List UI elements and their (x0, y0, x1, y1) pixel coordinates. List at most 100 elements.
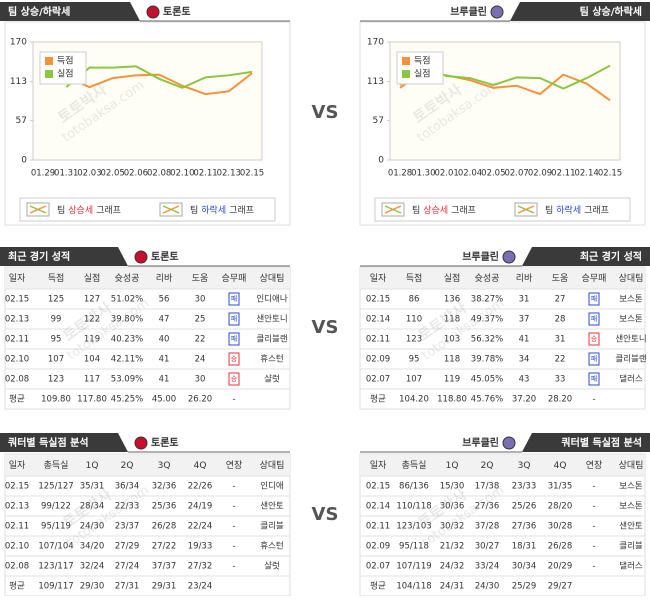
table-cell: 평균 (9, 394, 25, 405)
legend-label: 실점 (414, 68, 431, 80)
table-cell: 휴스턴 (260, 354, 283, 365)
column-header: 도움 (192, 273, 209, 284)
table-cell: 107 (48, 355, 64, 365)
table-cell: 30/27 (475, 542, 500, 552)
table-cell: 22 (555, 355, 566, 365)
table-cell: - (592, 482, 595, 492)
x-tick-label: 01.31 (54, 169, 78, 179)
column-header: 2Q (481, 461, 494, 471)
trend-icon-line (517, 205, 535, 214)
x-tick-label: 02.11 (193, 169, 217, 179)
trend-legend-prefix: 팀 (545, 204, 553, 216)
column-header: 상대팀 (260, 459, 285, 471)
table-cell: 02.07 (366, 375, 390, 385)
table-cell: 26/28 (548, 542, 573, 552)
table-cell: 95/119 (41, 522, 71, 532)
table-cell: 23/37 (115, 522, 140, 532)
table-cell: 22/33 (115, 502, 140, 512)
result-badge (228, 292, 240, 306)
table-cell: 02.11 (5, 522, 29, 532)
legend-swatch (45, 70, 53, 78)
column-header: 승무패 (582, 273, 607, 284)
y-tick-label: 57 (373, 116, 384, 126)
table-cell: 25/36 (152, 502, 177, 512)
team-logo (134, 250, 148, 264)
series-line (65, 65, 253, 89)
table-cell: 02.14 (366, 502, 390, 512)
table-cell: 샌안토니 (615, 334, 646, 345)
trend-legend-key: 상승세 (68, 205, 93, 216)
team-name: 브루클린 (450, 5, 487, 18)
table-cell: - (232, 562, 235, 572)
table-cell: 02.09 (366, 355, 390, 365)
table-cell: - (592, 562, 595, 572)
column-header: 연장 (226, 460, 243, 471)
table-cell: 110 (406, 315, 422, 325)
trend-legend-label: 팀 하락세 그래프 (190, 204, 254, 216)
table-cell: 24 (195, 355, 206, 365)
table-cell: 86 (409, 295, 420, 305)
section-title: 쿼터별 득실점 분석 (8, 436, 89, 449)
column-header: 3Q (518, 461, 531, 471)
table-cell: 37 (519, 315, 530, 325)
table-cell: 109/117 (38, 582, 73, 592)
table-cell: 27/31 (115, 582, 140, 592)
table-cell: 29/30 (80, 582, 105, 592)
y-tick-label: 170 (367, 38, 384, 48)
table-cell: 99/122 (41, 502, 71, 512)
section-tab (0, 247, 128, 266)
table-cell: 30/28 (548, 522, 573, 532)
table-cell: 118 (444, 355, 460, 365)
column-header: 슛성공 (475, 273, 500, 284)
table-cell: 95/118 (399, 542, 429, 552)
table-cell: 27/32 (188, 562, 213, 572)
table-cell: 27/29 (115, 542, 140, 552)
table-cell: 56.32% (471, 335, 503, 345)
table-cell: 인디애나 (256, 294, 287, 305)
section-title: 쿼터별 득실점 분석 (561, 436, 642, 449)
table-cell: 32/36 (152, 482, 177, 492)
table-cell: 평균 (370, 394, 386, 405)
trend-legend-label: 팀 상승세 그래프 (57, 204, 121, 216)
table-cell: 27/36 (512, 522, 537, 532)
column-header: 상대팀 (619, 272, 644, 284)
table-cell: - (592, 502, 595, 512)
table-cell: 119 (84, 335, 100, 345)
table-cell: 02.11 (366, 522, 390, 532)
table-cell: 클리블 (619, 541, 643, 552)
table-cell: 56 (159, 295, 170, 305)
team-name: 토론토 (163, 6, 191, 18)
legend-label: 득점 (414, 55, 431, 67)
table-cell: 104.20 (399, 395, 429, 405)
table-cell: 123 (48, 375, 64, 385)
table-cell: 107/104 (38, 542, 73, 552)
table-cell: 33 (555, 375, 566, 385)
table-cell: 27/24 (115, 562, 140, 572)
table-cell: 39.78% (471, 355, 503, 365)
table-cell: 123/103 (396, 522, 431, 532)
trend-legend-suffix: 그래프 (451, 205, 476, 216)
table-cell: 30 (195, 375, 206, 385)
x-tick-label: 02.08 (147, 169, 171, 179)
trend-legend-key: 하락세 (556, 204, 581, 216)
table-cell: 02.15 (366, 295, 390, 305)
team-logo (502, 250, 516, 264)
column-header: 1Q (86, 461, 99, 471)
x-tick-label: 02.10 (170, 169, 194, 179)
table-cell: 28/34 (80, 502, 105, 512)
x-tick-label: 02.09 (528, 169, 552, 179)
table-cell: 02.11 (5, 335, 29, 345)
table-cell: 17/38 (475, 482, 500, 492)
team-logo (146, 5, 160, 19)
table-cell: 110/118 (396, 502, 431, 512)
x-tick-label: 02.01 (434, 169, 458, 179)
result-badge (588, 372, 600, 386)
table-cell: - (232, 502, 235, 512)
column-header: 일자 (9, 460, 26, 471)
team-logo (134, 436, 148, 450)
table-cell: 26.20 (188, 395, 212, 405)
y-tick-label: 113 (367, 77, 384, 87)
table-cell: 클리블랜 (256, 334, 287, 345)
y-tick-label: 170 (10, 38, 27, 48)
